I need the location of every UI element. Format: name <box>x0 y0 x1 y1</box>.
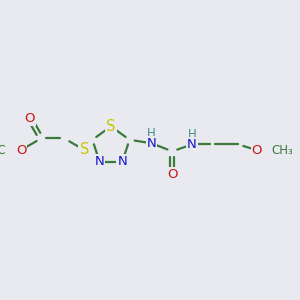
Text: N: N <box>118 155 127 168</box>
Text: H: H <box>147 127 156 140</box>
Text: O: O <box>252 144 262 157</box>
Text: N: N <box>187 138 197 151</box>
Text: N: N <box>147 137 156 150</box>
Text: S: S <box>80 142 89 158</box>
Text: H₃C: H₃C <box>0 143 6 157</box>
Text: H: H <box>188 128 196 141</box>
Text: O: O <box>167 168 178 181</box>
Text: O: O <box>24 112 35 125</box>
Text: CH₃: CH₃ <box>272 144 293 157</box>
Text: N: N <box>94 155 104 168</box>
Text: S: S <box>106 119 116 134</box>
Text: O: O <box>16 143 26 157</box>
